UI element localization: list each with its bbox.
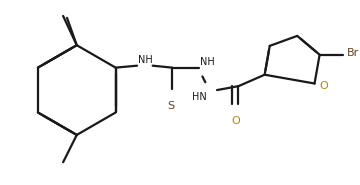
Text: NH: NH bbox=[201, 57, 215, 67]
Text: O: O bbox=[231, 116, 240, 126]
Text: HN: HN bbox=[192, 92, 206, 102]
Text: O: O bbox=[319, 81, 328, 91]
Text: S: S bbox=[168, 101, 175, 111]
Text: Br: Br bbox=[347, 48, 359, 58]
Text: NH: NH bbox=[138, 55, 153, 65]
